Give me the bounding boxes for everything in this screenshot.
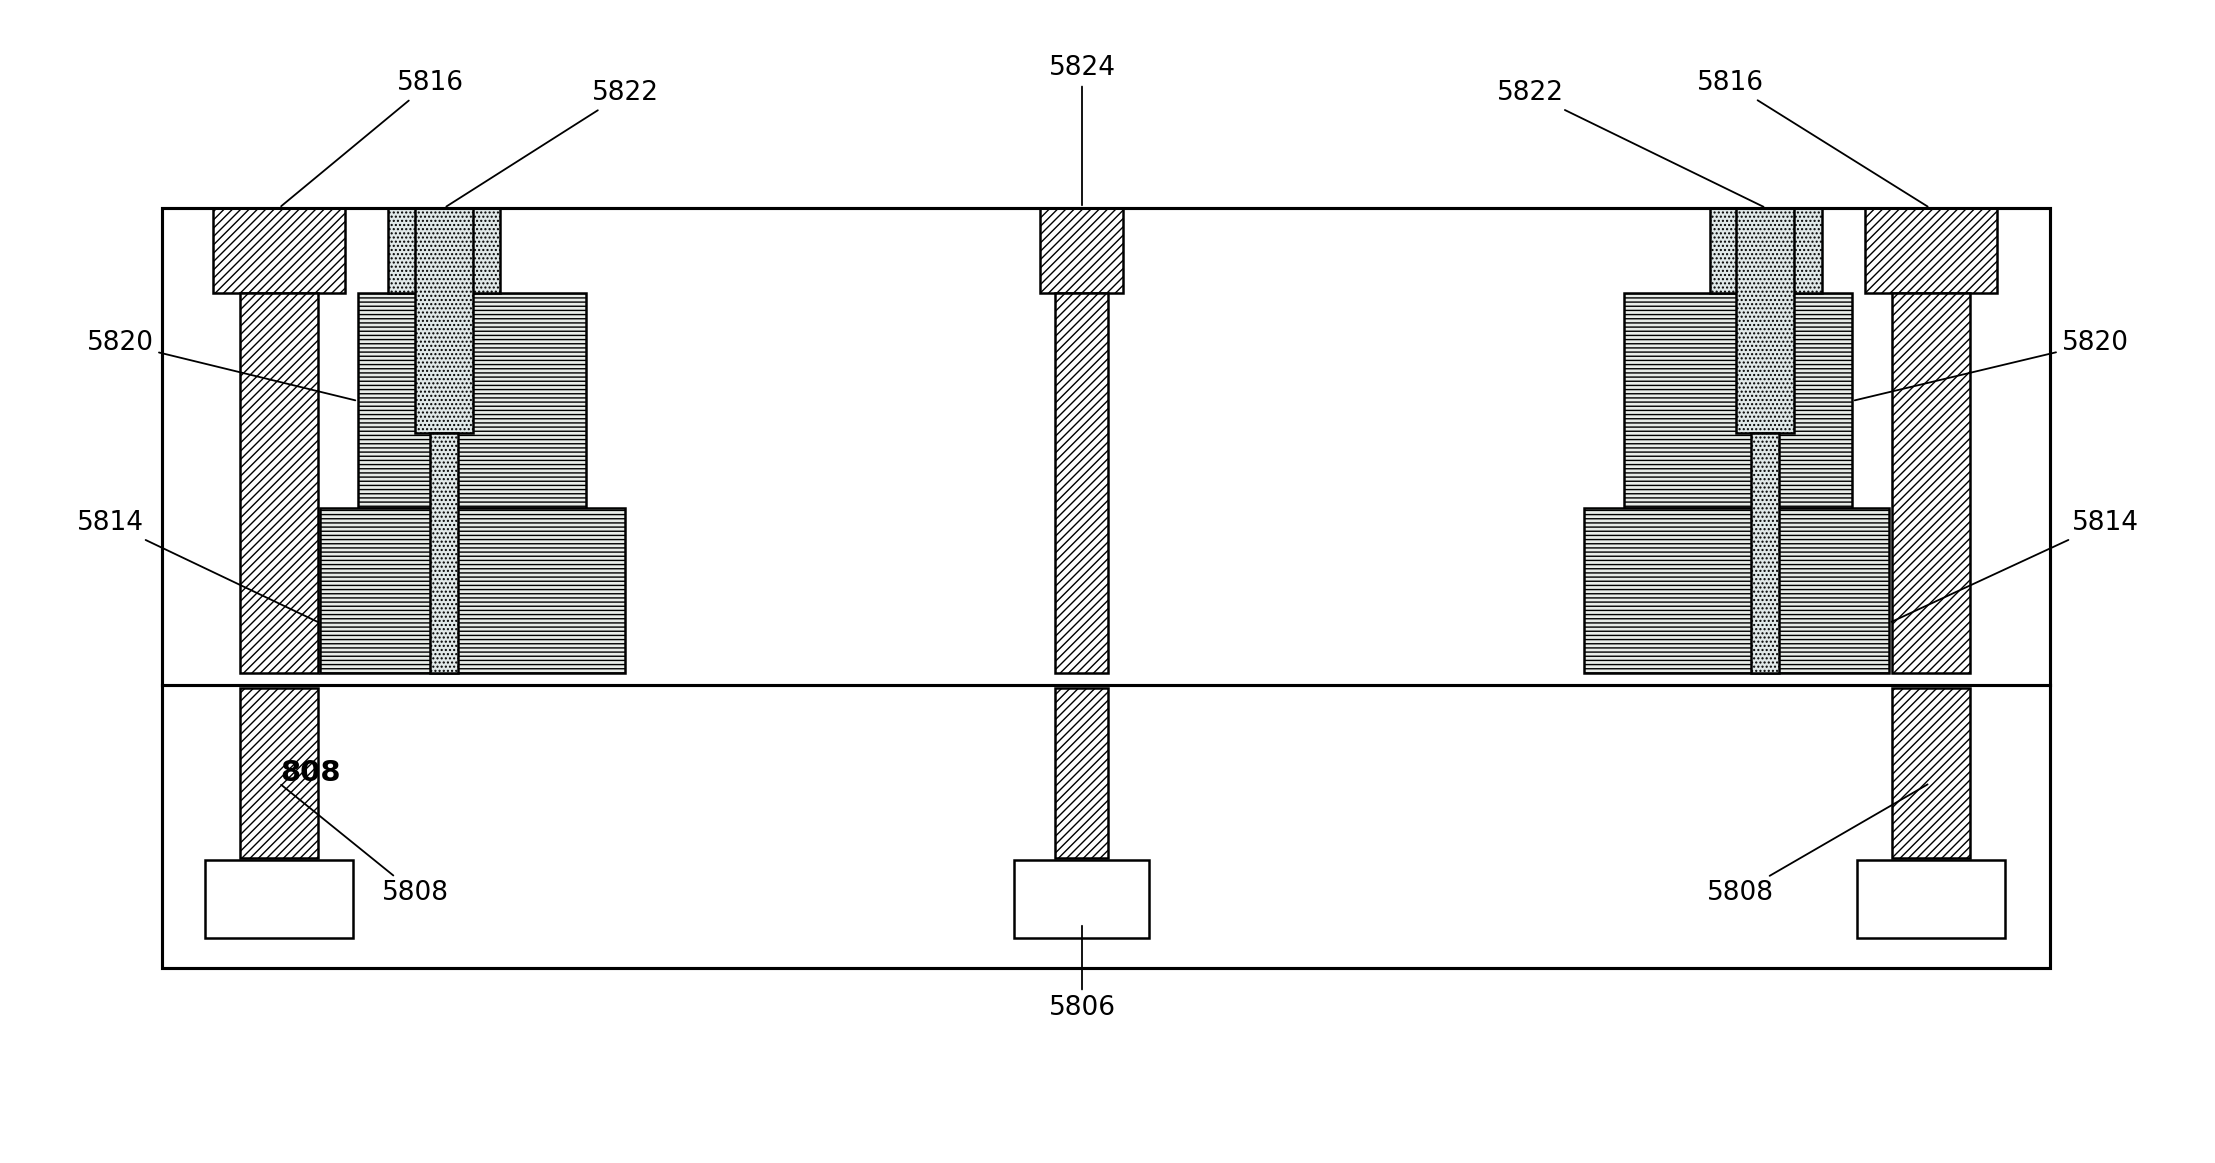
Bar [239, 293, 319, 673]
Bar [359, 293, 587, 508]
Text: 5820: 5820 [1854, 330, 2129, 400]
Text: 5808: 5808 [281, 785, 447, 906]
Bar [430, 433, 459, 673]
Text: 5816: 5816 [1697, 70, 1927, 207]
Bar [388, 208, 501, 293]
Bar [1856, 859, 2005, 939]
Text: 5822: 5822 [447, 80, 658, 207]
Bar [1624, 293, 1852, 508]
Bar [1752, 433, 1779, 673]
Bar [1892, 293, 1969, 673]
Text: 5820: 5820 [86, 330, 354, 400]
Bar [1892, 688, 1969, 858]
Text: 808: 808 [279, 759, 341, 787]
Bar [1014, 859, 1150, 939]
Text: 5814: 5814 [1892, 511, 2137, 622]
Bar [162, 208, 2051, 968]
Bar [1054, 293, 1108, 673]
Bar [239, 688, 319, 858]
Text: 5816: 5816 [281, 70, 463, 206]
Bar [319, 508, 625, 673]
Text: 5806: 5806 [1048, 926, 1116, 1021]
Bar [162, 208, 2051, 968]
Bar [206, 859, 352, 939]
Text: 5814: 5814 [78, 511, 317, 622]
Text: 5822: 5822 [1497, 80, 1763, 207]
Text: 5824: 5824 [1048, 55, 1116, 205]
Bar [1584, 508, 1889, 673]
Bar [1865, 208, 1998, 293]
Bar [1710, 208, 1823, 293]
Bar [1041, 208, 1123, 293]
Text: 5808: 5808 [1706, 784, 1927, 906]
Bar [1737, 208, 1794, 433]
Bar [213, 208, 346, 293]
Bar [414, 208, 474, 433]
Bar [1054, 688, 1108, 858]
